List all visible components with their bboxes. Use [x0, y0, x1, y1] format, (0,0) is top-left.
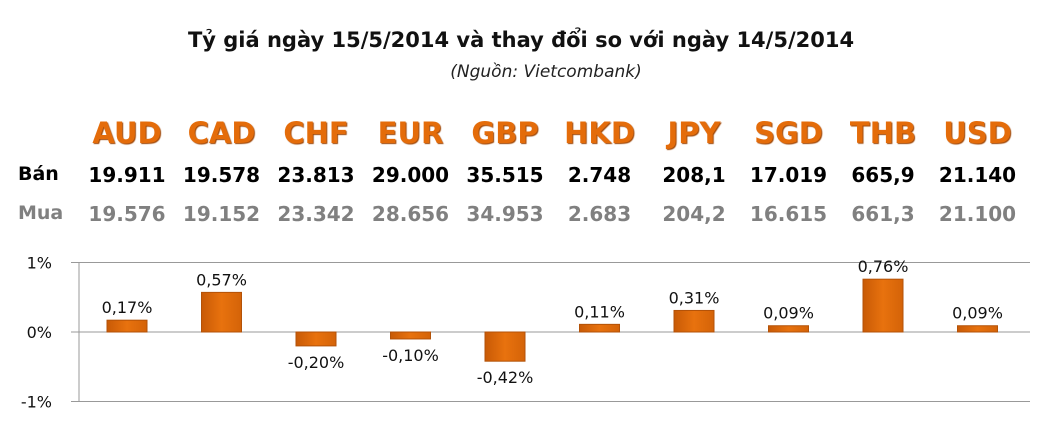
currency-codes-row: AUD CAD CHF EUR GBP HKD JPY SGD THB USD	[0, 116, 1042, 152]
currency-code: SGD	[754, 116, 823, 150]
currency-code: AUD	[92, 116, 162, 150]
y-tick-label: -1%	[21, 393, 52, 412]
buy-rate: 2.683	[567, 202, 632, 226]
data-label: 0,09%	[763, 304, 814, 323]
sell-rate: 2.748	[567, 163, 632, 187]
bar-jpy	[673, 309, 715, 333]
sell-rate: 17.019	[749, 163, 828, 187]
currency-code: CAD	[187, 116, 256, 150]
bar-thb	[862, 278, 904, 333]
chart-title: Tỷ giá ngày 15/5/2014 và thay đổi so với…	[187, 28, 855, 52]
sell-rate: 208,1	[662, 163, 726, 187]
currency-code: HKD	[564, 116, 635, 150]
currency-code: JPY	[667, 116, 721, 150]
sell-rate-row: Bán 19.911 19.578 23.813 29.000 35.515 2.748 2…	[0, 163, 1042, 199]
buy-rate: 204,2	[662, 202, 726, 226]
buy-rate: 21.100	[938, 202, 1017, 226]
bar-cad	[201, 291, 242, 333]
bar-gbp	[484, 331, 526, 362]
sell-rate: 19.911	[88, 163, 166, 187]
bar-chf	[295, 331, 337, 347]
y-tick-label: 1%	[27, 254, 52, 273]
buy-rate-row: Mua 19.576 19.152 23.342 28.656 34.953 2.683 2…	[0, 202, 1042, 238]
data-label: -0,20%	[288, 353, 345, 372]
bar-usd	[957, 325, 998, 333]
bar-sgd	[768, 325, 809, 333]
source-note: (Nguồn: Vietcombank)	[450, 62, 642, 82]
buy-rate: 16.615	[749, 202, 828, 226]
data-label: 0,09%	[952, 304, 1003, 323]
data-label: 0,31%	[669, 288, 720, 307]
currency-code: EUR	[377, 116, 444, 150]
sell-rate: 19.578	[182, 163, 261, 187]
sell-rate: 35.515	[466, 163, 544, 187]
buy-rate: 661,3	[851, 202, 915, 226]
data-label: -0,42%	[477, 368, 534, 387]
currency-code: GBP	[471, 116, 539, 150]
buy-rate: 34.953	[466, 202, 544, 226]
sell-rate: 29.000	[371, 163, 450, 187]
buy-rate: 19.152	[182, 202, 261, 226]
data-label: 0,76%	[858, 257, 909, 276]
buy-rate: 23.342	[277, 202, 355, 226]
bar-hkd	[579, 323, 620, 333]
sell-rate: 665,9	[851, 163, 915, 187]
bar-aud	[106, 319, 148, 333]
data-label: 0,57%	[196, 270, 247, 289]
currency-code: THB	[849, 116, 917, 150]
sell-rate: 23.813	[277, 163, 355, 187]
sell-rate: 21.140	[938, 163, 1017, 187]
data-label: -0,10%	[382, 346, 439, 365]
currency-code: USD	[943, 116, 1012, 150]
buy-rate: 19.576	[88, 202, 166, 226]
buy-rate: 28.656	[371, 202, 450, 226]
y-tick-label: 0%	[27, 323, 52, 342]
data-label: 0,11%	[574, 302, 625, 321]
currency-code: CHF	[283, 116, 349, 150]
buy-label: Mua	[18, 202, 64, 224]
bar-eur	[390, 331, 431, 340]
data-label: 0,17%	[102, 298, 153, 317]
sell-label: Bán	[18, 163, 59, 185]
